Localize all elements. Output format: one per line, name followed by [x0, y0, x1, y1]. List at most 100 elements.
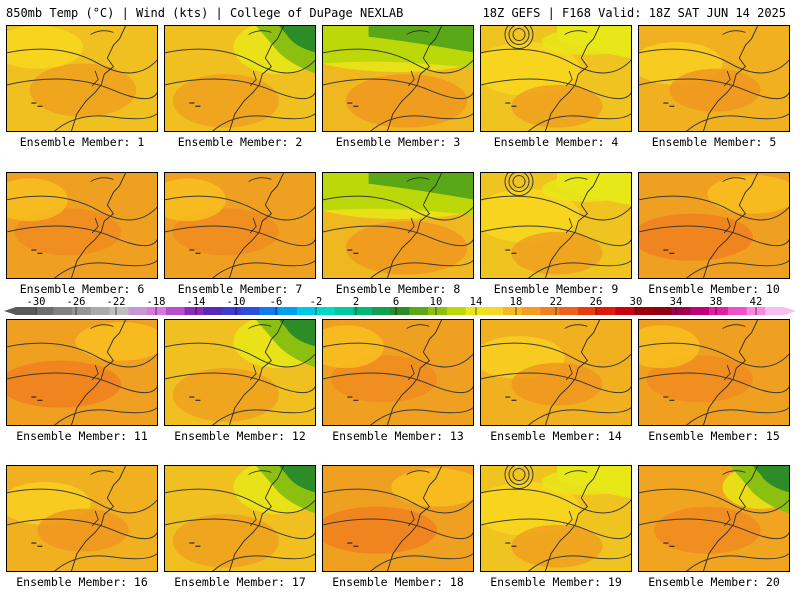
ensemble-panel [164, 465, 316, 572]
colorbar-segment [334, 307, 354, 315]
colorbar-tick-label: 30 [630, 296, 643, 308]
colorbar-tick-label: -26 [67, 296, 86, 308]
ensemble-panel [480, 465, 632, 572]
ensemble-panel [6, 25, 158, 132]
ensemble-panel [480, 172, 632, 279]
colorbar-segment [765, 307, 785, 315]
colorbar-segment [72, 307, 92, 315]
member-map [7, 173, 157, 278]
colorbar-segment [465, 307, 485, 315]
ensemble-panel [638, 465, 790, 572]
member-map [481, 173, 631, 278]
colorbar-segment [559, 307, 579, 315]
member-map [7, 320, 157, 425]
colorbar-segment [315, 307, 335, 315]
member-map [481, 320, 631, 425]
ensemble-panel [322, 172, 474, 279]
member-map [323, 466, 473, 571]
member-label: Ensemble Member: 3 [335, 135, 461, 149]
member-map [639, 26, 789, 131]
valid-time: 18Z GEFS | F168 Valid: 18Z SAT JUN 14 20… [482, 6, 786, 20]
member-label: Ensemble Member: 1 [19, 135, 145, 149]
colorbar-segment [240, 307, 261, 315]
colorbar-tick-label: -2 [310, 296, 323, 308]
ensemble-panel [6, 465, 158, 572]
member-map [165, 26, 315, 131]
colorbar-segment [521, 307, 541, 315]
colorbar-segment [484, 307, 504, 315]
member-map [481, 26, 631, 131]
colorbar-segment [390, 307, 410, 315]
ensemble-panel [164, 25, 316, 132]
member-map [639, 466, 789, 571]
member-label: Ensemble Member: 11 [16, 429, 148, 443]
member-label: Ensemble Member: 9 [493, 282, 619, 296]
colorbar-tick-label: 26 [590, 296, 603, 308]
colorbar-segment [34, 307, 54, 315]
ensemble-panel [638, 319, 790, 426]
colorbar-tick-label: 10 [430, 296, 443, 308]
colorbar-segment [353, 307, 373, 315]
colorbar-segment [671, 307, 691, 315]
colorbar-tick-label: -30 [27, 296, 46, 308]
colorbar-tick-label: 38 [710, 296, 723, 308]
member-map [7, 466, 157, 571]
colorbar-segment [446, 307, 467, 315]
colorbar-segment [90, 307, 111, 315]
colorbar-tick-label: -22 [107, 296, 126, 308]
colorbar-segment [259, 307, 279, 315]
member-label: Ensemble Member: 14 [490, 429, 622, 443]
colorbar-segment [652, 307, 673, 315]
ensemble-panel [480, 319, 632, 426]
colorbar-segment [278, 307, 298, 315]
colorbar-tick-label: 2 [353, 296, 359, 308]
colorbar-segment [147, 307, 167, 315]
member-label: Ensemble Member: 4 [493, 135, 619, 149]
colorbar-segment [503, 307, 523, 315]
colorbar-arrow-right [784, 307, 796, 315]
colorbar-segment [709, 307, 729, 315]
colorbar-segment [727, 307, 748, 315]
ensemble-panel [164, 172, 316, 279]
colorbar-tick-label: 14 [470, 296, 483, 308]
colorbar-segment [184, 307, 204, 315]
member-label: Ensemble Member: 2 [177, 135, 303, 149]
ensemble-panel [322, 25, 474, 132]
colorbar-segment [296, 307, 317, 315]
colorbar-segment [615, 307, 635, 315]
member-label: Ensemble Member: 10 [648, 282, 780, 296]
ensemble-panel [638, 172, 790, 279]
colorbar-segment [53, 307, 73, 315]
ensemble-panel [480, 25, 632, 132]
member-label: Ensemble Member: 6 [19, 282, 145, 296]
member-label: Ensemble Member: 16 [16, 575, 148, 589]
ensemble-panel [638, 25, 790, 132]
temperature-colorbar: -30 -26 -22 -18 -14 -10 -6 -2 2 6 10 14 18 22 26 30 34 38… [4, 296, 796, 315]
colorbar-tick-label: 22 [550, 296, 563, 308]
member-label: Ensemble Member: 17 [174, 575, 306, 589]
ensemble-panel [322, 465, 474, 572]
colorbar-segment [165, 307, 186, 315]
colorbar-segment [409, 307, 429, 315]
chart-title: 850mb Temp (°C) | Wind (kts) | College o… [6, 6, 404, 20]
member-label: Ensemble Member: 13 [332, 429, 464, 443]
member-map [7, 26, 157, 131]
member-label: Ensemble Member: 7 [177, 282, 303, 296]
member-label: Ensemble Member: 18 [332, 575, 464, 589]
colorbar-segment [540, 307, 560, 315]
member-label: Ensemble Member: 8 [335, 282, 461, 296]
member-label: Ensemble Member: 19 [490, 575, 622, 589]
member-map [639, 320, 789, 425]
ensemble-panel [6, 172, 158, 279]
ensemble-panel [164, 319, 316, 426]
colorbar-segment [203, 307, 223, 315]
colorbar-tick-label: -10 [227, 296, 246, 308]
ensemble-panel [6, 319, 158, 426]
colorbar-tick-label: -18 [147, 296, 166, 308]
member-map [165, 173, 315, 278]
colorbar-segment [128, 307, 148, 315]
member-label: Ensemble Member: 20 [648, 575, 780, 589]
colorbar-tick-label: 34 [670, 296, 683, 308]
colorbar-tick-label: 18 [510, 296, 523, 308]
member-map [323, 26, 473, 131]
